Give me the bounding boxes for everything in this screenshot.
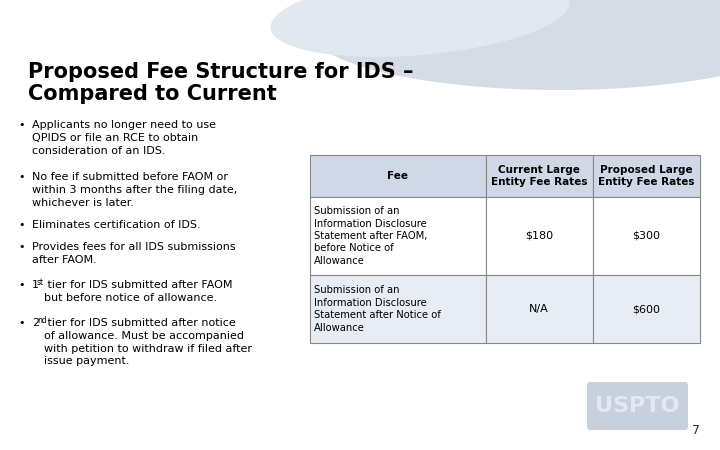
Text: No fee if submitted before FAOM or
within 3 months after the filing date,
whiche: No fee if submitted before FAOM or withi… bbox=[32, 172, 238, 207]
Text: $180: $180 bbox=[525, 231, 553, 241]
Text: •: • bbox=[18, 220, 24, 230]
Text: USPTO: USPTO bbox=[595, 396, 680, 416]
FancyBboxPatch shape bbox=[593, 155, 700, 197]
Text: Proposed Fee Structure for IDS –: Proposed Fee Structure for IDS – bbox=[28, 62, 413, 82]
Text: Current Large
Entity Fee Rates: Current Large Entity Fee Rates bbox=[491, 165, 588, 187]
Text: $600: $600 bbox=[632, 304, 660, 314]
FancyBboxPatch shape bbox=[485, 197, 593, 275]
Text: tier for IDS submitted after notice
of allowance. Must be accompanied
with petit: tier for IDS submitted after notice of a… bbox=[44, 318, 252, 366]
FancyBboxPatch shape bbox=[485, 155, 593, 197]
Text: 1: 1 bbox=[32, 280, 39, 290]
Text: tier for IDS submitted after FAOM
but before notice of allowance.: tier for IDS submitted after FAOM but be… bbox=[44, 280, 233, 303]
Text: Fee: Fee bbox=[387, 171, 408, 181]
Text: Proposed Large
Entity Fee Rates: Proposed Large Entity Fee Rates bbox=[598, 165, 695, 187]
Text: $300: $300 bbox=[632, 231, 660, 241]
Text: Applicants no longer need to use
QPIDS or file an RCE to obtain
consideration of: Applicants no longer need to use QPIDS o… bbox=[32, 120, 216, 156]
Text: Eliminates certification of IDS.: Eliminates certification of IDS. bbox=[32, 220, 201, 230]
FancyBboxPatch shape bbox=[310, 275, 485, 343]
Ellipse shape bbox=[271, 0, 570, 57]
Text: st: st bbox=[37, 278, 44, 287]
Ellipse shape bbox=[310, 0, 720, 90]
FancyBboxPatch shape bbox=[485, 275, 593, 343]
Text: Compared to Current: Compared to Current bbox=[28, 84, 276, 104]
FancyBboxPatch shape bbox=[310, 155, 485, 197]
FancyBboxPatch shape bbox=[593, 197, 700, 275]
Text: 7: 7 bbox=[692, 424, 700, 437]
Text: 2: 2 bbox=[32, 318, 39, 328]
Text: Submission of an
Information Disclosure
Statement after FAOM,
before Notice of
A: Submission of an Information Disclosure … bbox=[314, 206, 428, 266]
FancyBboxPatch shape bbox=[587, 382, 688, 430]
Text: •: • bbox=[18, 280, 24, 290]
FancyBboxPatch shape bbox=[310, 197, 485, 275]
Text: •: • bbox=[18, 172, 24, 182]
FancyBboxPatch shape bbox=[593, 275, 700, 343]
Text: •: • bbox=[18, 120, 24, 130]
Text: Provides fees for all IDS submissions
after FAOM.: Provides fees for all IDS submissions af… bbox=[32, 242, 235, 265]
Text: •: • bbox=[18, 242, 24, 252]
Text: N/A: N/A bbox=[529, 304, 549, 314]
Text: •: • bbox=[18, 318, 24, 328]
Text: nd: nd bbox=[37, 316, 47, 325]
Text: Submission of an
Information Disclosure
Statement after Notice of
Allowance: Submission of an Information Disclosure … bbox=[314, 285, 441, 333]
